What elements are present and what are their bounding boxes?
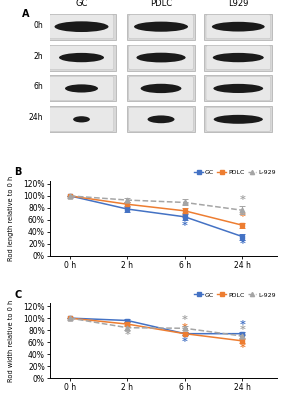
Ellipse shape	[136, 53, 186, 62]
Legend: GC, PDLC, L-929: GC, PDLC, L-929	[192, 290, 278, 300]
Ellipse shape	[147, 116, 175, 123]
Text: 24h: 24h	[28, 113, 43, 122]
Bar	[127, 106, 195, 132]
FancyBboxPatch shape	[206, 107, 271, 131]
Text: *: *	[239, 212, 245, 222]
Y-axis label: Rod length relative to 0 h: Rod length relative to 0 h	[9, 176, 14, 261]
Text: *: *	[182, 337, 188, 347]
Bar	[204, 76, 272, 102]
Bar	[47, 76, 116, 102]
Text: B: B	[14, 168, 22, 178]
Text: 6h: 6h	[33, 82, 43, 91]
Bar	[127, 14, 195, 40]
Ellipse shape	[134, 22, 188, 32]
Ellipse shape	[214, 115, 263, 124]
Text: *: *	[182, 315, 188, 325]
Legend: GC, PDLC, L-929: GC, PDLC, L-929	[192, 168, 278, 178]
Ellipse shape	[65, 84, 98, 92]
FancyBboxPatch shape	[49, 76, 114, 100]
Text: *: *	[239, 326, 245, 336]
Ellipse shape	[213, 53, 264, 62]
FancyBboxPatch shape	[49, 15, 114, 39]
Text: *: *	[182, 221, 188, 231]
Text: 0h: 0h	[33, 21, 43, 30]
Text: *: *	[239, 320, 245, 330]
Bar	[204, 106, 272, 132]
Text: *: *	[239, 195, 245, 205]
Text: PDLC: PDLC	[150, 0, 172, 8]
Text: A: A	[22, 9, 30, 19]
Text: *: *	[239, 239, 245, 249]
FancyBboxPatch shape	[206, 76, 271, 100]
Ellipse shape	[73, 116, 90, 122]
Ellipse shape	[59, 53, 104, 62]
FancyBboxPatch shape	[49, 107, 114, 131]
Bar	[127, 44, 195, 70]
Bar	[127, 76, 195, 102]
Ellipse shape	[213, 84, 263, 93]
FancyBboxPatch shape	[129, 107, 193, 131]
FancyBboxPatch shape	[129, 76, 193, 100]
Text: L929: L929	[228, 0, 248, 8]
Text: *: *	[239, 343, 245, 353]
Ellipse shape	[55, 21, 108, 32]
Bar	[204, 44, 272, 70]
Ellipse shape	[141, 84, 181, 93]
Y-axis label: Rod width relative to 0 h: Rod width relative to 0 h	[9, 300, 14, 382]
Text: 2h: 2h	[33, 52, 43, 60]
FancyBboxPatch shape	[129, 46, 193, 70]
FancyBboxPatch shape	[129, 15, 193, 39]
Bar	[47, 106, 116, 132]
Bar	[47, 14, 116, 40]
Ellipse shape	[212, 22, 265, 32]
Text: *: *	[182, 323, 188, 333]
FancyBboxPatch shape	[206, 15, 271, 39]
FancyBboxPatch shape	[206, 46, 271, 70]
Text: *: *	[182, 214, 188, 224]
Text: C: C	[14, 290, 22, 300]
Bar	[204, 14, 272, 40]
Text: *: *	[124, 330, 130, 340]
FancyBboxPatch shape	[49, 46, 114, 70]
Bar	[47, 44, 116, 70]
Text: GC: GC	[75, 0, 88, 8]
